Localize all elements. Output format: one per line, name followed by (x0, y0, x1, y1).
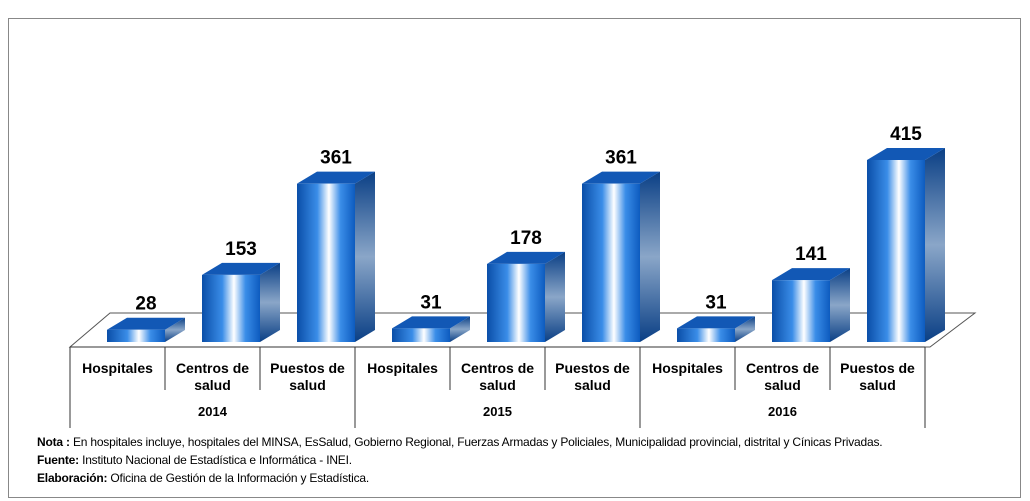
bar (202, 262, 280, 342)
bar-front (772, 280, 830, 342)
note-text: En hospitales incluye, hospitales del MI… (72, 435, 883, 449)
bar-side (545, 251, 565, 342)
value-label: 31 (420, 292, 442, 313)
value-label: 28 (135, 294, 156, 315)
value-label: 141 (795, 244, 827, 265)
bar-top (107, 317, 185, 330)
x-tick-label: Puestos de salud (270, 360, 345, 393)
bar-front (487, 263, 545, 342)
bar-top (772, 268, 850, 281)
bar-front (107, 329, 165, 342)
bar-front (677, 328, 735, 342)
bar-top (297, 171, 375, 184)
value-label: 361 (320, 148, 352, 169)
bar (867, 148, 945, 342)
bar-front (297, 183, 355, 342)
bar-top (867, 148, 945, 160)
bar (772, 268, 850, 342)
bar-top (392, 316, 470, 329)
group-label: 2016 (768, 404, 797, 419)
bar (677, 316, 755, 342)
group-label: 2014 (198, 404, 227, 419)
note-label: Elaboración: (37, 471, 108, 485)
x-tick-label: Centros de salud (175, 360, 250, 393)
bar-top (487, 251, 565, 264)
group-label: 2015 (483, 404, 512, 419)
notes: Nota : En hospitales incluye, hospitales… (37, 433, 883, 487)
bar-side (830, 268, 850, 342)
bar-side (450, 316, 470, 342)
bar (582, 171, 660, 342)
bar-front (202, 274, 260, 342)
bar (392, 316, 470, 342)
value-label: 178 (510, 228, 542, 249)
bar (107, 317, 185, 342)
x-tick-label: Hospitales (367, 360, 438, 376)
bar (487, 251, 565, 342)
chart-frame (8, 18, 1021, 498)
bar-side (355, 171, 375, 342)
note-line: Elaboración: Oficina de Gestión de la In… (37, 469, 882, 487)
bar-front (392, 328, 450, 342)
value-label: 153 (225, 239, 257, 260)
x-tick-label: Centros de salud (460, 360, 535, 393)
bar-top (677, 316, 755, 329)
note-label: Fuente: (37, 453, 79, 467)
bar-top (582, 171, 660, 184)
note-text: Oficina de Gestión de la Información y E… (110, 471, 370, 485)
value-label: 361 (605, 148, 637, 169)
bar (297, 171, 375, 342)
note-line: Nota : En hospitales incluye, hospitales… (37, 433, 883, 451)
x-tick-label: Puestos de salud (840, 360, 915, 393)
note-text: Instituto Nacional de Estadística e Info… (82, 453, 352, 467)
bar-side (735, 316, 755, 342)
bar-front (867, 160, 925, 342)
x-tick-label: Hospitales (82, 360, 153, 376)
bar-front (582, 183, 640, 342)
value-label: 415 (890, 124, 922, 145)
value-label: 31 (705, 292, 727, 313)
x-tick-label: Puestos de salud (555, 360, 630, 393)
bar-side (640, 171, 660, 342)
x-tick-label: Hospitales (652, 360, 723, 376)
bar-side (165, 317, 185, 342)
x-tick-label: Centros de salud (745, 360, 820, 393)
note-label: Nota : (37, 435, 70, 449)
bar-side (925, 148, 945, 342)
bar-top (202, 262, 280, 275)
bar-side (260, 262, 280, 342)
note-line: Fuente: Instituto Nacional de Estadístic… (37, 451, 882, 469)
